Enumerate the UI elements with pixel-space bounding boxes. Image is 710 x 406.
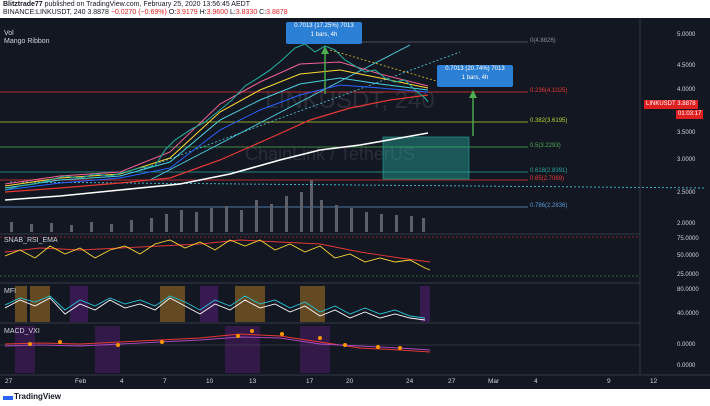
volume-overlay-label[interactable]: Vol	[4, 30, 14, 37]
x-axis-label: 7	[163, 378, 167, 385]
measure-callout-1[interactable]: 0.7013 (17.25%) 7013 1 bars, 4h	[286, 22, 362, 44]
x-axis-label: 4	[120, 378, 124, 385]
measure-callout-2[interactable]: 0.7013 (20.74%) 7013 1 bars, 4h	[437, 65, 513, 87]
watermark-name: ChainLink / TetherUS	[245, 144, 415, 164]
rsi-axis-label: 75.0000	[677, 236, 699, 242]
price-axis-label[interactable]: 2.0000	[677, 221, 696, 227]
symbol-title: BINANCE:LINKUSDT, 240	[3, 9, 86, 16]
x-axis-label: 13	[249, 378, 257, 385]
target-box[interactable]	[382, 136, 470, 180]
close-value: 3.8878	[266, 9, 288, 16]
tradingview-logo-icon	[3, 396, 13, 400]
mfi-axis-label: 80.0000	[677, 287, 699, 293]
callout-2-line2: 1 bars, 4h	[461, 75, 489, 81]
price-axis-label[interactable]: 3.5000	[677, 130, 696, 136]
chart-header: Blitztrade77 published on TradingView.co…	[0, 0, 710, 18]
x-axis-label: 9	[607, 378, 611, 385]
ma-blue	[4, 84, 429, 191]
publish-info: published on TradingView.com, February 2…	[44, 1, 250, 8]
macd-axis-label: 0.0000	[677, 363, 696, 369]
x-axis-label: 27	[448, 378, 456, 385]
high-value: 3.9600	[206, 9, 228, 16]
price-axis-label[interactable]: 3.0000	[677, 157, 696, 163]
price-axis-label[interactable]: 4.0000	[677, 87, 696, 93]
mfi-pane-title[interactable]: MFI	[4, 288, 17, 295]
mfi-axis-label: 40.0000	[677, 311, 699, 317]
price-candles	[4, 43, 429, 191]
measure-arrowhead-2	[469, 90, 477, 98]
fib-label-065: 0.65(2.7069)	[530, 176, 565, 182]
author-name[interactable]: Blitztrade77	[3, 1, 43, 8]
price-axis-label[interactable]: 5.0000	[677, 32, 696, 38]
fib-label-0382: 0.382(3.6195)	[530, 118, 568, 124]
x-axis-label: 24	[406, 378, 414, 385]
watermark-ticker: LINKUSDT, 240	[265, 87, 434, 114]
ma-cyan	[4, 77, 429, 189]
ma-yellow	[4, 69, 429, 187]
rsi-axis-label: 50.0000	[677, 253, 699, 259]
price-axis-label[interactable]: 2.5000	[677, 190, 696, 196]
brand-name[interactable]: TradingView	[14, 392, 61, 401]
fib-label-0236: 0.236(4.1025)	[530, 88, 568, 94]
price-axis-label[interactable]: 4.5000	[677, 63, 696, 69]
trend-line-cyan	[149, 44, 411, 181]
callout-1-line1: 0.7013 (17.25%) 7013	[294, 23, 354, 29]
open-label: O:	[168, 9, 177, 16]
macd-pane[interactable]	[0, 326, 640, 373]
x-axis-label: Feb	[75, 378, 87, 385]
close-label: C:	[259, 9, 267, 16]
x-axis-label: 4	[534, 378, 538, 385]
ma-pink	[4, 61, 429, 185]
rsi-pane-title[interactable]: SNAB_RSI_EMA	[4, 237, 58, 244]
x-axis-label: 12	[650, 378, 658, 385]
fib-label-0786: 0.786(2.2836)	[530, 203, 568, 209]
price-tag: LINKUSDT 3.8878	[644, 100, 698, 109]
ribbon-overlay-label[interactable]: Mango Ribbon	[4, 38, 50, 45]
rsi-pane[interactable]	[0, 236, 640, 277]
x-axis-label: Mar	[488, 378, 500, 385]
open-value: 3.9179	[176, 9, 198, 16]
price-tag-value: 3.8878	[677, 101, 696, 107]
fib-label-05: 0.5(3.2293)	[530, 143, 561, 149]
high-label: H:	[199, 9, 207, 16]
mfi-pane[interactable]	[4, 286, 430, 322]
ma-red	[4, 94, 429, 193]
callout-1-line2: 1 bars, 4h	[310, 32, 338, 38]
descending-line	[329, 49, 441, 83]
price-tag-symbol: LINKUSDT	[646, 101, 676, 107]
low-value: 3.8330	[235, 9, 258, 16]
publish-line: Blitztrade77 published on TradingView.co…	[3, 1, 250, 8]
footer-bar: TradingView	[0, 389, 710, 406]
low-label: L:	[229, 9, 236, 16]
fib-label-0: 0(4.8826)	[530, 38, 556, 44]
callout-2-line1: 0.7013 (20.74%) 7013	[445, 66, 505, 72]
rsi-axis-label: 25.0000	[677, 272, 699, 278]
countdown-tag: 01:03:17	[676, 110, 704, 119]
fib-label-0618: 0.618(2.8391)	[530, 168, 568, 174]
last-price: 3.8878	[87, 9, 109, 16]
measure-arrowhead-1	[321, 46, 329, 54]
volume-bars	[10, 180, 425, 232]
x-axis-label: 17	[306, 378, 314, 385]
symbol-line: BINANCE:LINKUSDT, 240 3.8878 −0.0270 (−0…	[3, 9, 288, 16]
price-change: −0.0270 (−0.69%)	[110, 9, 167, 16]
x-axis-label: 27	[5, 378, 13, 385]
macd-axis-label: 0.0000	[677, 342, 696, 348]
ma-white	[4, 132, 429, 201]
macd-pane-title[interactable]: MACD_VXI	[4, 328, 40, 335]
x-axis-label: 20	[346, 378, 354, 385]
x-axis-label: 10	[206, 378, 214, 385]
